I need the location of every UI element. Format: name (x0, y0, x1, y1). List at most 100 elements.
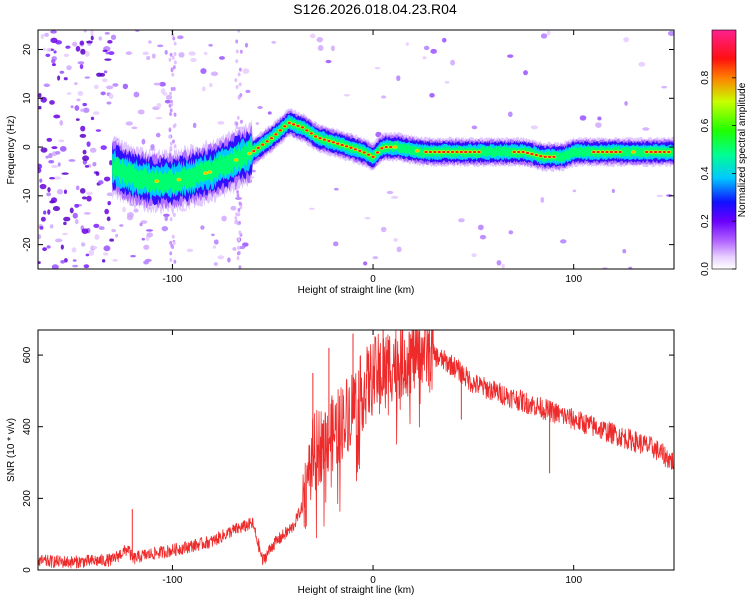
spectrogram-noise-blob (51, 59, 56, 64)
spectrogram-noise-blob (46, 47, 52, 53)
colorbar-ticks: 0.0 0.2 0.4 0.6 0.8 (700, 70, 736, 276)
spectrogram-x-axis-label: Height of straight line (km) (298, 285, 415, 296)
spectrogram-noise-blob (63, 216, 71, 222)
spectrogram-noise-blob (333, 241, 339, 247)
spectrogram-noise-blob (88, 249, 95, 256)
spectrogram-y-ticks: -20 -10 0 10 20 (22, 44, 674, 252)
spectrogram-noise-blob (188, 51, 196, 56)
spectrogram-noise-blob (72, 212, 78, 219)
spectrogram-noise-blob (53, 176, 62, 180)
spectrogram-ridge-band (112, 108, 674, 215)
spectrogram-noise-blob (98, 36, 102, 41)
spectrogram-noise-blob (51, 146, 58, 150)
spectrogram-noise-blob (69, 207, 74, 214)
spectrogram-noise-blob (309, 33, 316, 39)
spectrogram-noise-blob (244, 42, 249, 48)
spectrogram-noise-blob (83, 30, 87, 33)
spectrogram-noise-blob (72, 41, 78, 47)
snr-frame (37, 329, 675, 571)
spectrogram-noise-blob (43, 83, 50, 88)
y-tick-label: 0 (22, 567, 33, 573)
spectrogram-noise-blob (477, 224, 484, 231)
spectrogram-noise-blob (108, 93, 114, 99)
spectrogram-noise-blob (507, 54, 514, 58)
spectrogram-noise-blob (81, 228, 89, 234)
spectrogram-ridge-band (112, 117, 674, 195)
spectrogram-core-peak (292, 123, 296, 126)
spectrogram-noise-blob (81, 196, 87, 200)
spectrogram-noise-blob (63, 189, 68, 194)
spectrogram-noise-blob (38, 92, 42, 98)
spectrogram-core-peak (331, 141, 335, 144)
spectrogram-noise-blob (623, 37, 630, 43)
spectrogram-noise-layer (38, 30, 674, 269)
spectrogram-noise-blob (186, 248, 194, 253)
spectrogram-noise-blob (143, 244, 150, 250)
spectrogram-noise-blob (190, 57, 197, 62)
spectrogram-x-ticks: -100 0 100 (162, 30, 582, 285)
spectrogram-noise-blob (51, 63, 56, 67)
spectrogram-core-peak (472, 150, 477, 154)
y-tick-label: 10 (22, 92, 33, 104)
spectrogram-streak-blob (238, 230, 242, 235)
spectrogram-noise-blob (38, 234, 42, 240)
spectrogram-streak-blob (236, 115, 240, 120)
spectrogram-streak-blob (170, 243, 174, 248)
spectrogram-noise-blob (137, 109, 145, 115)
spectrogram-streak-blob (172, 65, 176, 70)
colorbar-tick-label: 0.2 (700, 214, 711, 228)
spectrogram-noise-blob (471, 253, 477, 258)
spectrogram-noise-blob (86, 141, 91, 147)
spectrogram-noise-blob (83, 264, 90, 269)
spectrogram-core-peak (477, 150, 481, 154)
spectrogram-core-peak (283, 125, 287, 128)
spectrogram-core-peak (389, 145, 393, 149)
spectrogram-noise-blob (145, 229, 154, 232)
spectrogram-core-peak (208, 171, 212, 174)
spectrogram-noise-blob (55, 150, 61, 155)
spectrogram-ridge (112, 108, 674, 215)
spectrogram-noise-blob (106, 85, 114, 90)
spectrogram-noise-blob (86, 191, 93, 196)
spectrogram-noise-blob (79, 64, 84, 70)
spectrogram-noise-blob (364, 216, 371, 220)
spectrogram-noise-blob (72, 264, 79, 268)
spectrogram-noise-blob (47, 187, 51, 193)
x-tick-label: 0 (370, 575, 376, 586)
spectrogram-noise-blob (471, 125, 478, 130)
spectrogram-streak-blob (234, 216, 238, 221)
spectrogram-noise-blob (209, 83, 213, 88)
spectrogram-streak-blob (235, 121, 239, 126)
spectrogram-noise-blob (89, 147, 97, 153)
spectrogram-core-peak (543, 155, 547, 158)
spectrogram-streak-blob (235, 84, 239, 89)
spectrogram-noise-blob (86, 195, 92, 202)
spectrogram-core-peak (309, 132, 313, 135)
spectrogram-noise-blob (597, 116, 602, 121)
spectrogram-noise-blob (111, 228, 117, 233)
spectrogram-noise-blob (560, 239, 567, 244)
spectrogram-noise-blob (82, 155, 90, 162)
spectrogram-core-peak (362, 151, 366, 154)
spectrogram-noise-blob (74, 82, 78, 86)
spectrogram-noise-blob (267, 111, 272, 115)
spectrogram-streak-blob (235, 49, 239, 54)
spectrogram-core-peak (393, 145, 397, 149)
spectrogram-noise-blob (38, 105, 42, 110)
spectrogram-core-peak (349, 146, 353, 149)
spectrogram-noise-blob (107, 200, 111, 206)
snr-x-axis-label: Height of straight line (km) (298, 585, 415, 596)
spectrogram-noise-blob (49, 176, 55, 180)
spectrogram-noise-blob (95, 171, 100, 176)
spectrogram-core-peak (177, 178, 181, 181)
spectrogram-noise-blob (68, 159, 76, 162)
spectrogram-streak-blob (169, 258, 173, 263)
spectrogram-noise-blob (96, 72, 102, 77)
spectrogram-core-peak (614, 150, 618, 154)
spectrogram-core-peak (433, 150, 437, 154)
spectrogram-core-peak (155, 180, 159, 183)
spectrogram-noise-blob (95, 129, 102, 132)
spectrogram-streak-blob (235, 59, 239, 64)
spectrogram-core-peak (534, 153, 538, 157)
spectrogram-streak-blob (171, 72, 175, 77)
